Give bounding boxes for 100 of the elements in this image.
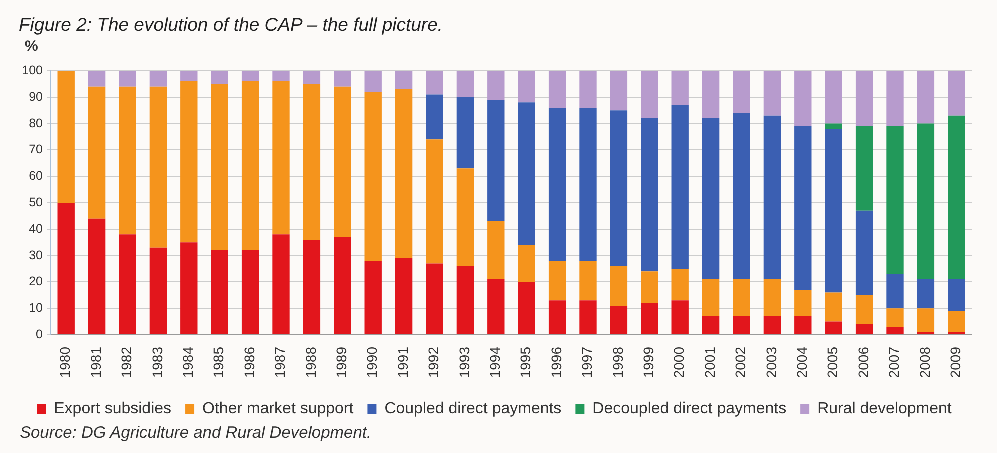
bar	[548, 71, 566, 108]
x-tick-label: 1988	[302, 346, 319, 378]
bar	[211, 71, 228, 84]
bar	[426, 140, 444, 264]
x-tick-label: 2006	[855, 346, 872, 378]
bar	[702, 280, 720, 317]
bar	[672, 105, 689, 269]
bar	[610, 110, 628, 266]
x-tick-label: 2004	[794, 346, 810, 378]
bar	[886, 274, 904, 309]
bar	[88, 86, 106, 219]
bar	[794, 290, 812, 317]
legend-label: Other market support	[202, 400, 354, 418]
bar	[211, 84, 228, 251]
bar	[733, 316, 750, 334]
bar	[764, 280, 782, 317]
bar	[948, 311, 966, 332]
bar	[334, 237, 352, 334]
x-tick-label: 2005	[824, 346, 841, 378]
bar	[426, 71, 444, 95]
bar	[702, 71, 720, 119]
bar	[488, 71, 505, 100]
x-tick-label: 1993	[456, 346, 472, 378]
bar	[886, 327, 904, 334]
bar	[548, 108, 566, 262]
bar	[641, 303, 658, 334]
bar	[488, 221, 505, 280]
bar	[856, 71, 874, 126]
bar	[488, 100, 505, 222]
bar	[548, 300, 566, 334]
bar	[641, 71, 658, 119]
bar	[272, 234, 290, 334]
bar	[211, 250, 228, 334]
bar	[150, 86, 168, 248]
bar	[580, 108, 597, 262]
x-tick-label: 1981	[88, 346, 104, 378]
bar	[303, 240, 321, 334]
bar	[825, 129, 842, 293]
y-tick-label: 0	[36, 327, 44, 342]
bar	[88, 71, 106, 87]
bar	[886, 71, 904, 126]
bar	[702, 316, 720, 334]
x-tick-label: 1984	[180, 346, 196, 378]
bar	[948, 71, 966, 116]
bar	[303, 71, 321, 84]
bar	[610, 71, 628, 111]
bar	[917, 124, 935, 280]
bar	[426, 94, 444, 140]
bar	[764, 116, 782, 280]
x-tick-label: 2008	[916, 346, 933, 378]
bar	[948, 116, 966, 280]
x-tick-label: 1990	[364, 346, 380, 378]
bar	[856, 210, 874, 296]
x-tick-label: 1980	[57, 346, 74, 378]
y-tick-label: 100	[22, 63, 44, 78]
bar	[456, 266, 474, 334]
x-tick-label: 2003	[763, 346, 780, 378]
bar	[272, 82, 290, 235]
bar	[733, 280, 750, 317]
y-tick-label: 20	[29, 274, 44, 289]
x-tick-label: 1992	[426, 346, 442, 378]
bar	[733, 113, 750, 280]
x-tick-label: 2000	[671, 346, 688, 378]
bar	[794, 71, 812, 126]
bar	[518, 102, 536, 246]
y-axis-title: %	[25, 38, 38, 56]
bar	[672, 71, 689, 106]
bar	[58, 71, 75, 203]
x-tick-label: 1991	[394, 346, 411, 378]
bar	[58, 203, 75, 334]
bar	[825, 292, 842, 322]
x-tick-label: 1983	[149, 346, 166, 378]
legend-label: Export subsidies	[54, 400, 172, 418]
bar	[764, 316, 782, 334]
bar	[794, 316, 812, 334]
bar	[364, 71, 382, 92]
bar	[456, 168, 474, 266]
bar	[364, 92, 382, 262]
y-tick-label: 10	[29, 301, 44, 316]
bar	[242, 250, 260, 334]
bar	[856, 295, 874, 324]
bar	[456, 97, 474, 169]
x-tick-label: 1982	[118, 346, 135, 378]
bar	[119, 71, 136, 87]
x-tick-label: 1994	[487, 346, 504, 378]
bar	[88, 218, 106, 334]
bar	[272, 71, 290, 82]
bar	[334, 86, 352, 238]
bar	[456, 71, 474, 98]
bar	[917, 71, 935, 124]
bar	[825, 322, 842, 334]
bar	[395, 71, 413, 90]
bar	[242, 82, 260, 251]
bar	[825, 124, 842, 130]
bar	[580, 71, 597, 108]
bar	[518, 71, 536, 103]
y-tick-label: 30	[29, 248, 44, 262]
chart-title: Figure 2: The evolution of the CAP – the full picture.	[19, 14, 444, 36]
y-tick-label: 50	[29, 195, 44, 210]
bar	[426, 264, 444, 334]
